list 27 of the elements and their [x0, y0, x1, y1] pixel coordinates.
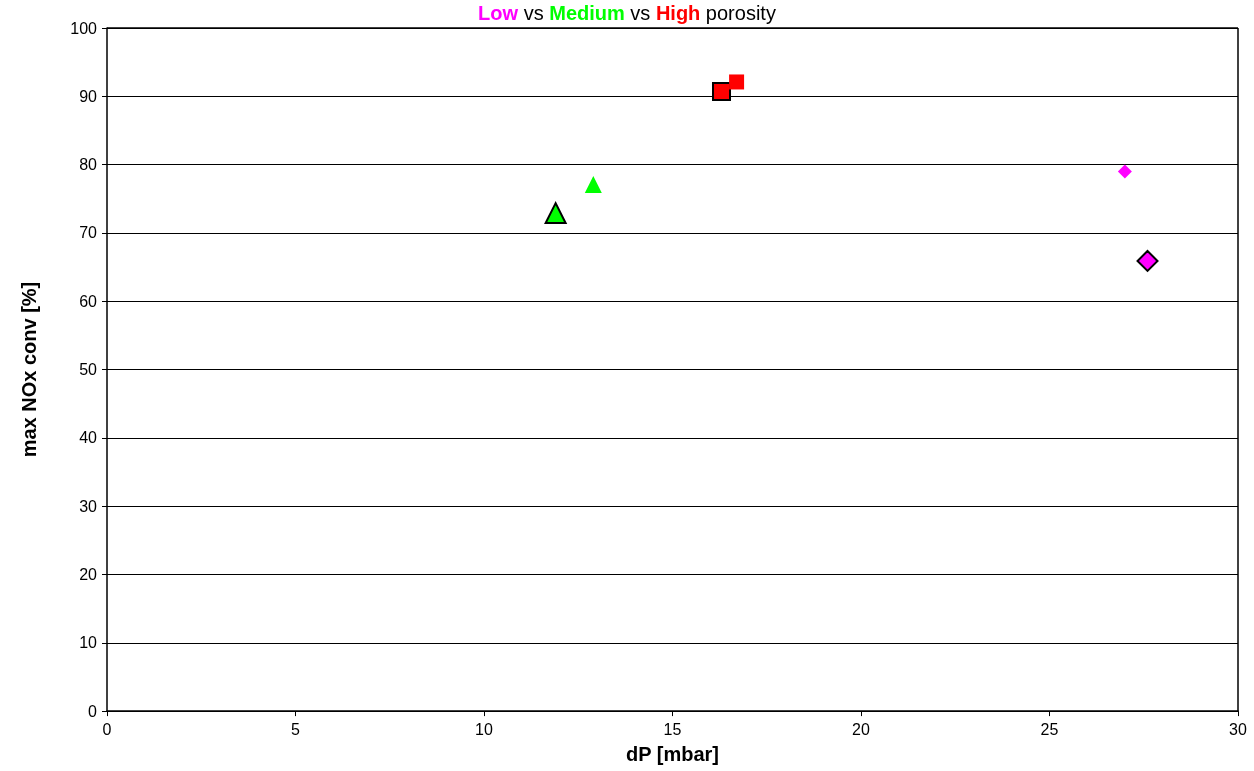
point [712, 82, 732, 102]
point [1136, 249, 1159, 272]
x-axis-title: dP [mbar] [626, 743, 719, 765]
x-tick-label: 20 [852, 720, 870, 738]
y-tick-label: 80 [79, 156, 98, 174]
point [729, 74, 745, 90]
y-tick-label: 90 [79, 87, 98, 105]
x-tick-label: 30 [1229, 720, 1247, 738]
x-tick-label: 15 [663, 720, 682, 738]
point [1117, 164, 1132, 179]
y-tick-label: 60 [79, 292, 98, 310]
point [544, 202, 567, 225]
y-tick-label: 70 [79, 224, 98, 242]
y-tick-label: 0 [88, 702, 98, 720]
y-tick-label: 40 [79, 429, 98, 447]
y-tick-label: 30 [79, 497, 98, 515]
y-tick-label: 100 [70, 19, 98, 37]
y-tick-label: 10 [79, 634, 98, 652]
x-tick-label: 0 [102, 720, 112, 738]
x-tick-label: 5 [291, 720, 301, 738]
chart-title: Low vs Medium vs High porosity [478, 2, 776, 24]
y-axis-title: max NOx conv [%] [18, 281, 40, 458]
x-tick-label: 10 [475, 720, 493, 738]
y-tick-label: 50 [79, 361, 98, 379]
x-tick-label: 25 [1040, 720, 1059, 738]
point [584, 175, 602, 193]
y-tick-label: 20 [79, 565, 98, 583]
